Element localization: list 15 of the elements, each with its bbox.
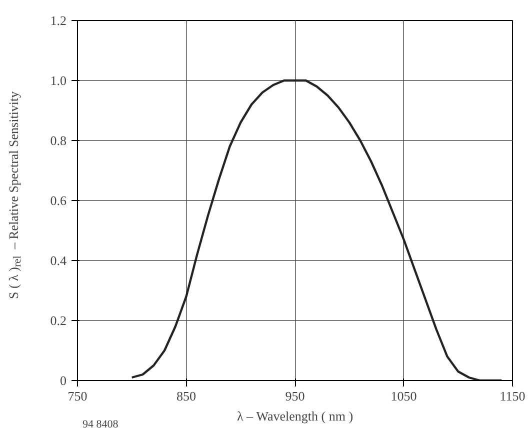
text: 94 8408 xyxy=(82,418,119,430)
x-tick-label: 1150 xyxy=(500,388,526,404)
y-tick-label: 1.0 xyxy=(50,73,66,88)
y-tick-label: 0.8 xyxy=(50,133,66,148)
y-tick-label: 1.2 xyxy=(50,13,66,28)
x-tick-label: 850 xyxy=(176,388,196,404)
y-tick-label: 0.6 xyxy=(50,193,67,208)
x-tick-label: 1050 xyxy=(390,388,417,404)
x-tick-label: 950 xyxy=(285,388,305,404)
line-series xyxy=(130,79,503,380)
y-tick-label: 0 xyxy=(60,373,66,388)
x-tick-label: 750 xyxy=(68,388,88,404)
x-axis-title: λ – Wavelength ( nm ) xyxy=(236,408,354,424)
y-tick-label: 0.4 xyxy=(50,253,67,268)
y-tick-label: 0.2 xyxy=(50,313,66,328)
